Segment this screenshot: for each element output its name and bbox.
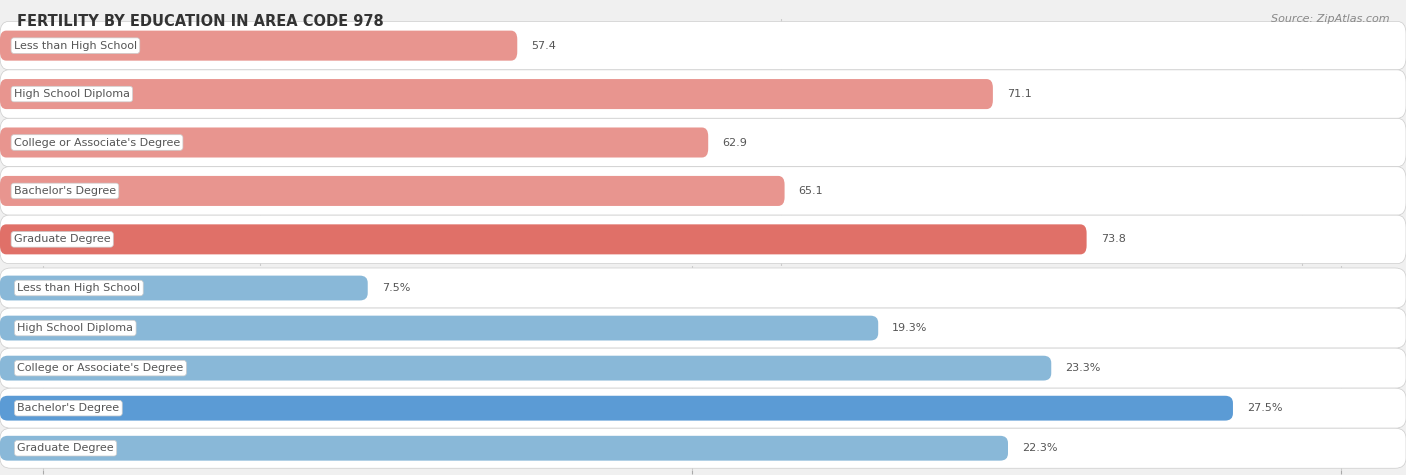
Text: Graduate Degree: Graduate Degree [14,234,111,244]
FancyBboxPatch shape [0,167,1406,215]
Text: 62.9: 62.9 [723,137,747,148]
FancyBboxPatch shape [0,428,1406,468]
FancyBboxPatch shape [0,118,1406,167]
FancyBboxPatch shape [0,396,1233,420]
FancyBboxPatch shape [0,308,1406,348]
Text: 71.1: 71.1 [1007,89,1032,99]
FancyBboxPatch shape [0,215,1406,264]
FancyBboxPatch shape [0,268,1406,308]
FancyBboxPatch shape [0,70,1406,118]
FancyBboxPatch shape [0,224,1087,255]
Text: College or Associate's Degree: College or Associate's Degree [17,363,184,373]
Text: Less than High School: Less than High School [17,283,141,293]
Text: 65.1: 65.1 [799,186,824,196]
FancyBboxPatch shape [0,388,1406,428]
Text: 23.3%: 23.3% [1066,363,1101,373]
Text: Less than High School: Less than High School [14,41,136,51]
Text: College or Associate's Degree: College or Associate's Degree [14,137,180,148]
Text: 27.5%: 27.5% [1247,403,1282,413]
Text: Bachelor's Degree: Bachelor's Degree [17,403,120,413]
FancyBboxPatch shape [0,79,993,109]
Text: Bachelor's Degree: Bachelor's Degree [14,186,117,196]
Text: 19.3%: 19.3% [893,323,928,333]
FancyBboxPatch shape [0,436,1008,461]
Text: Source: ZipAtlas.com: Source: ZipAtlas.com [1271,14,1389,24]
Text: 73.8: 73.8 [1101,234,1126,244]
FancyBboxPatch shape [0,21,1406,70]
FancyBboxPatch shape [0,316,879,341]
FancyBboxPatch shape [0,348,1406,388]
Text: 57.4: 57.4 [531,41,557,51]
FancyBboxPatch shape [0,176,785,206]
Text: 22.3%: 22.3% [1022,443,1057,453]
FancyBboxPatch shape [0,276,368,301]
Text: FERTILITY BY EDUCATION IN AREA CODE 978: FERTILITY BY EDUCATION IN AREA CODE 978 [17,14,384,29]
Text: Graduate Degree: Graduate Degree [17,443,114,453]
Text: High School Diploma: High School Diploma [14,89,129,99]
FancyBboxPatch shape [0,30,517,61]
Text: High School Diploma: High School Diploma [17,323,134,333]
FancyBboxPatch shape [0,356,1052,380]
Text: 7.5%: 7.5% [382,283,411,293]
FancyBboxPatch shape [0,127,709,158]
